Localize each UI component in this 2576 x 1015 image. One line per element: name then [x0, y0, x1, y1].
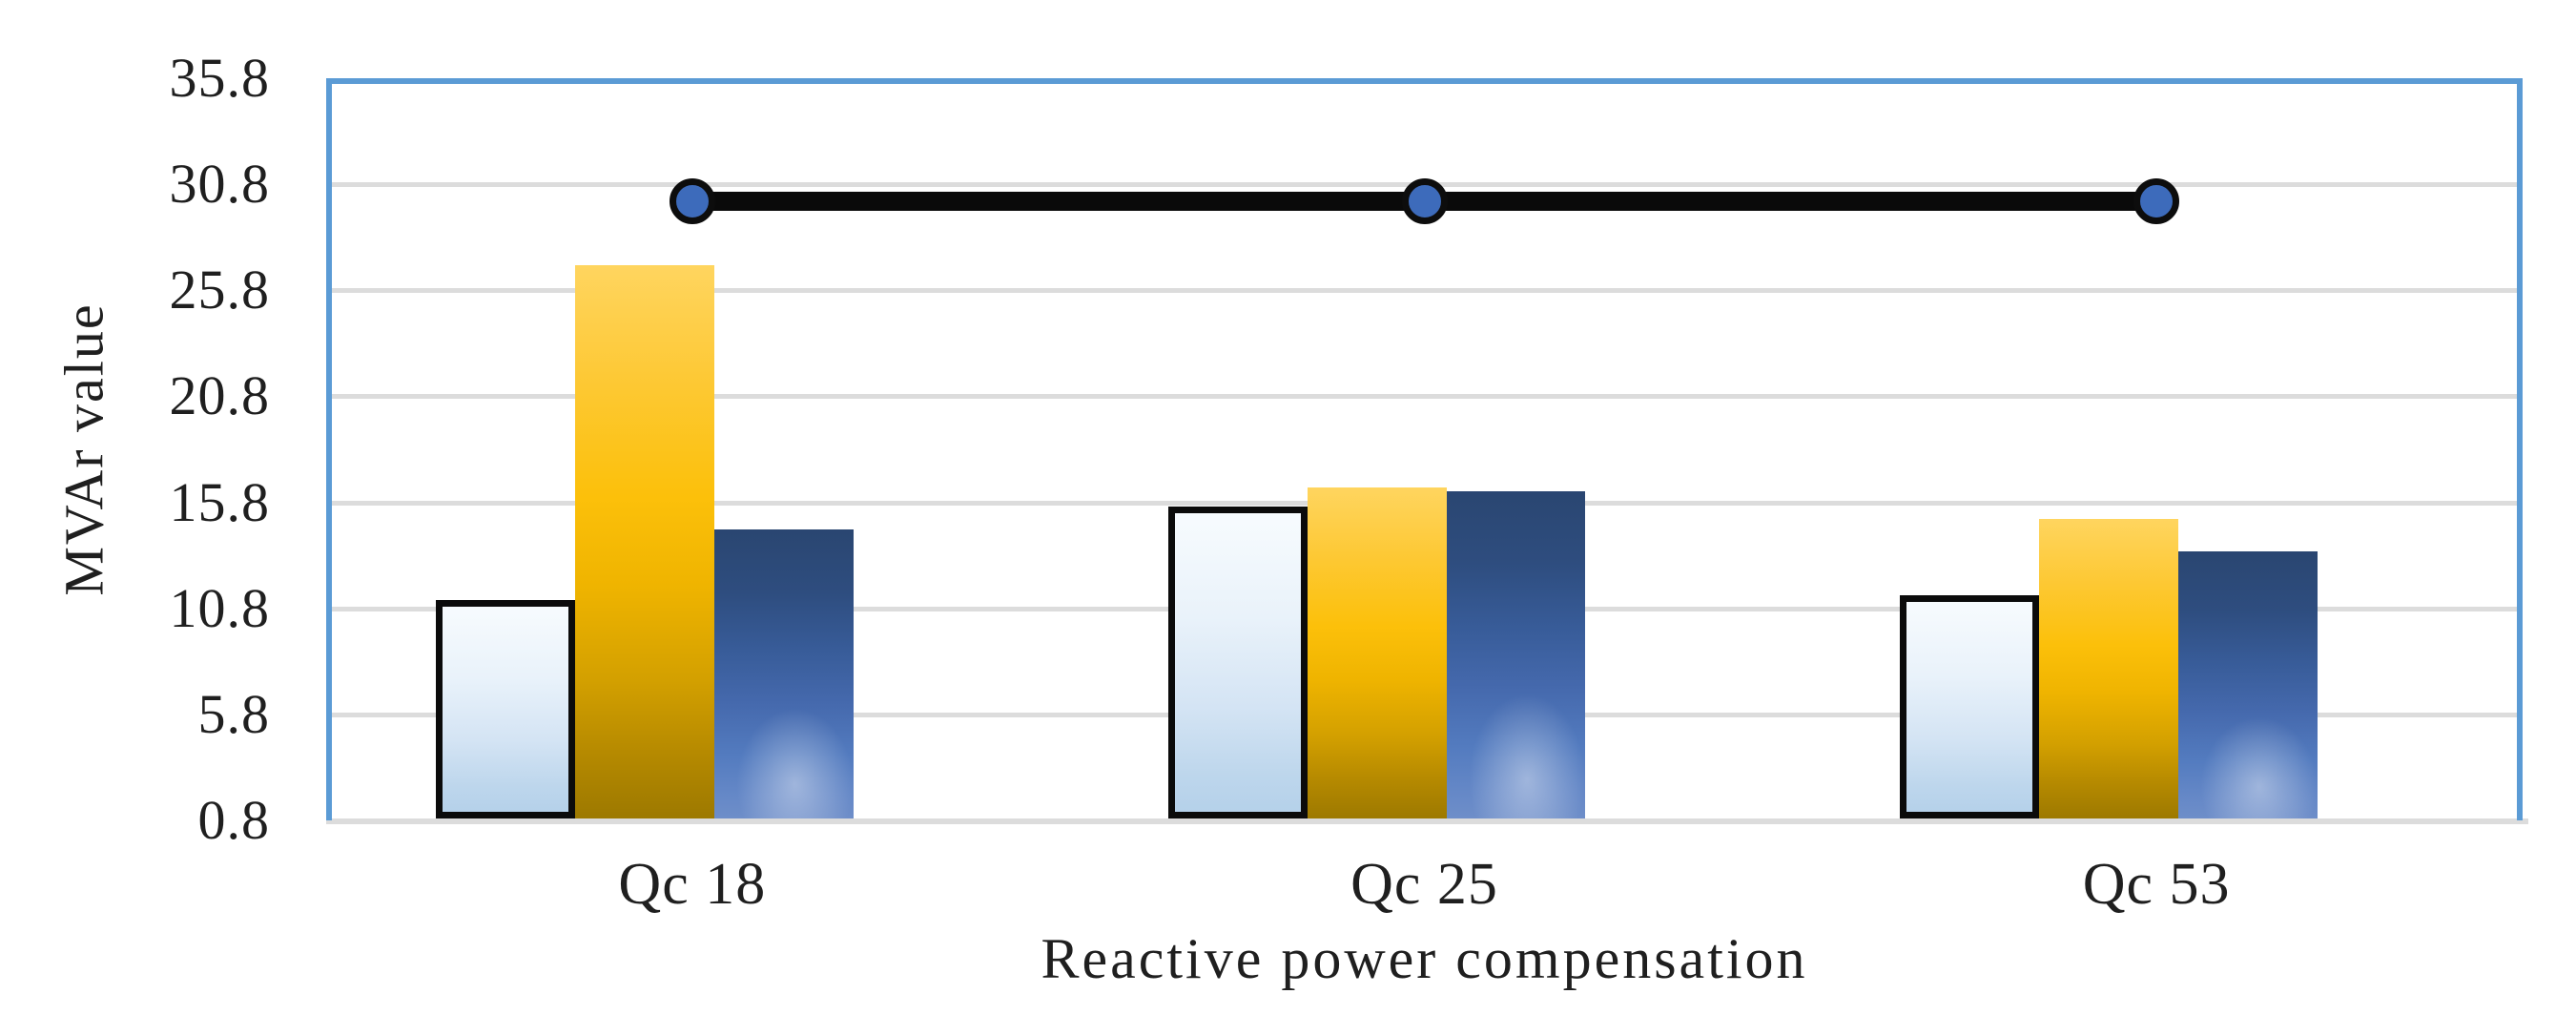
line-marker: [2133, 177, 2180, 224]
y-axis-tick-label: 25.8: [169, 259, 270, 321]
dark-blue-bars: [2178, 550, 2318, 818]
gridline: [326, 394, 2523, 400]
gold-bars: [1307, 487, 1447, 818]
y-axis-tick-label: 20.8: [169, 364, 270, 427]
x-axis-tick-labels: Qc 18 Qc 25 Qc 53: [326, 851, 2523, 918]
gridline: [326, 288, 2523, 294]
plot-area: [326, 78, 2523, 820]
y-axis-tick-labels: 0.8 5.8 10.8 15.8 20.8 25.8 30.8 35.8: [0, 47, 270, 851]
dark-blue-bars: [1446, 491, 1586, 818]
gold-bars: [2039, 519, 2179, 818]
y-axis-tick-label: 15.8: [169, 470, 270, 533]
y-axis-tick-label: 10.8: [169, 576, 270, 639]
y-axis-tick-label: 5.8: [197, 682, 270, 745]
gold-bars: [575, 264, 714, 818]
x-axis-tick-label: Qc 25: [1350, 852, 1498, 917]
x-axis-tick-label: Qc 53: [2082, 852, 2231, 917]
x-axis-line: [326, 818, 2528, 824]
x-axis-title: Reactive power compensation: [1041, 927, 1808, 990]
light-blue-bars: [436, 599, 575, 818]
y-axis-tick-label: 35.8: [169, 47, 270, 109]
y-axis-tick-label: 0.8: [197, 789, 270, 851]
light-blue-bars: [1167, 507, 1308, 818]
line-marker: [1401, 177, 1448, 224]
light-blue-bars: [1900, 595, 2040, 818]
y-axis-tick-label: 30.8: [169, 153, 270, 216]
dark-blue-bars: [713, 529, 854, 818]
x-axis-tick-label: Qc 18: [618, 852, 767, 917]
line-marker: [669, 177, 715, 224]
